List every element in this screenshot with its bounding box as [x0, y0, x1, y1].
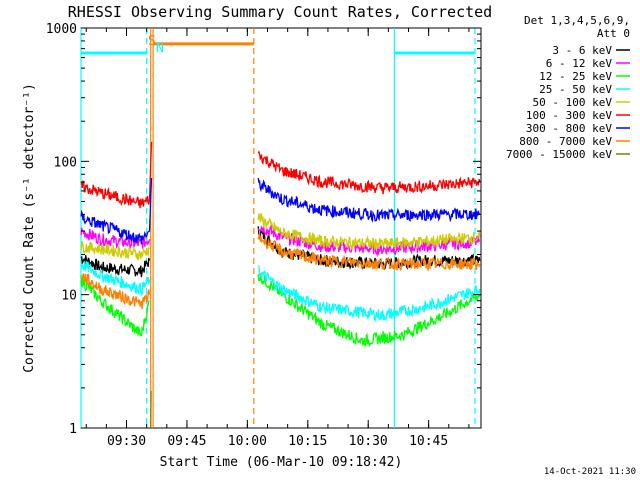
chart-title: RHESSI Observing Summary Count Rates, Co…: [68, 3, 492, 21]
series-line: [257, 177, 481, 223]
legend-label: 100 - 300 keV: [526, 109, 612, 122]
legend-label: 12 - 25 keV: [539, 70, 612, 83]
flag-lines: [80, 28, 476, 428]
y-axis: 1 10 100 1000: [46, 22, 481, 437]
x-tick-label: 10:45: [409, 434, 448, 449]
saa-flag-label: S: [148, 34, 156, 49]
x-tick-label: 10:30: [349, 434, 388, 449]
legend-header-detectors: Det 1,3,4,5,6,9,: [524, 14, 630, 27]
x-axis: 09:30 09:45 10:00 10:15 10:30 10:45: [85, 28, 470, 449]
series-line: [257, 226, 481, 271]
x-tick-label: 10:00: [228, 434, 267, 449]
series-line: [80, 177, 153, 245]
night-flag-label: N: [156, 41, 164, 56]
legend-header-attenuator: Att 0: [597, 27, 630, 40]
series-line: [257, 233, 481, 272]
flag-bars: [81, 42, 475, 55]
series-line: [80, 261, 151, 297]
y-tick-label: 1: [69, 422, 77, 437]
x-axis-label: Start Time (06-Mar-10 09:18:42): [160, 455, 403, 470]
y-tick-label: 10: [61, 289, 77, 304]
series-line: [257, 213, 481, 250]
timestamp-footer: 14-Oct-2021 11:30: [544, 467, 636, 477]
legend-label: 50 - 100 keV: [533, 96, 613, 109]
y-axis-label: Corrected Count Rate (s⁻¹ detector⁻¹): [22, 83, 37, 373]
series-line: [257, 273, 481, 347]
series-line: [80, 241, 151, 261]
y-tick-label: 1000: [46, 22, 77, 37]
series-line: [80, 255, 151, 278]
series-line: [80, 227, 151, 250]
series-line: [80, 272, 151, 310]
legend-label: 25 - 50 keV: [539, 83, 612, 96]
series-group: [80, 141, 481, 429]
legend-label: 800 - 7000 keV: [519, 135, 612, 148]
legend-label: 7000 - 15000 keV: [506, 148, 612, 161]
legend-label: 6 - 12 keV: [546, 57, 613, 70]
legend-label: 300 - 800 keV: [526, 122, 612, 135]
series-line: [80, 275, 150, 337]
series-line: [80, 141, 153, 209]
legend-label: 3 - 6 keV: [552, 44, 612, 57]
x-tick-label: 09:45: [167, 434, 206, 449]
series-line: [258, 265, 481, 323]
series-line: [257, 150, 481, 195]
x-tick-label: 10:15: [288, 434, 327, 449]
y-tick-label: 100: [54, 155, 77, 170]
x-tick-label: 09:30: [107, 434, 146, 449]
